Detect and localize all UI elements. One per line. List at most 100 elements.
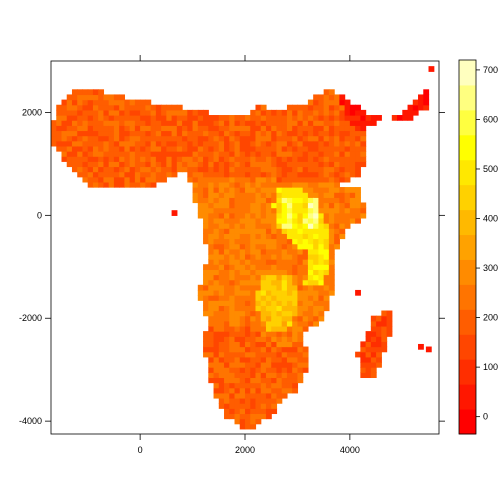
heatmap-cell: [323, 233, 330, 240]
heatmap-cell: [203, 192, 209, 198]
heatmap-cell: [150, 125, 157, 132]
heatmap-cell: [265, 367, 272, 373]
heatmap-cell: [56, 104, 63, 111]
heatmap-cell: [66, 125, 73, 132]
heatmap-cell: [297, 223, 304, 229]
heatmap-cell: [245, 145, 251, 152]
heatmap-cell: [150, 120, 157, 126]
heatmap-cell: [423, 89, 430, 96]
heatmap-cell: [218, 336, 225, 342]
heatmap-cell: [239, 223, 246, 229]
heatmap-cell: [281, 176, 288, 183]
heatmap-cell: [334, 135, 340, 142]
heatmap-cell: [271, 372, 278, 379]
heatmap-cell: [286, 289, 293, 296]
heatmap-cell: [318, 171, 325, 178]
heatmap-cell: [150, 145, 157, 152]
heatmap-cell: [124, 104, 131, 111]
heatmap-cell: [234, 171, 241, 178]
heatmap-cell: [318, 120, 325, 126]
heatmap-cell: [208, 233, 215, 240]
heatmap-cell: [250, 217, 257, 224]
heatmap-cell: [224, 315, 230, 322]
heatmap-cell: [313, 264, 320, 270]
heatmap-cell: [213, 320, 220, 327]
heatmap-cell: [250, 305, 257, 312]
heatmap-cell: [203, 187, 209, 193]
heatmap-cell: [224, 228, 230, 234]
heatmap-cell: [103, 171, 110, 178]
heatmap-cell: [376, 351, 382, 358]
heatmap-cell: [197, 197, 204, 204]
heatmap-cell: [276, 217, 283, 224]
heatmap-cell: [66, 130, 73, 137]
heatmap-cell: [229, 202, 236, 209]
heatmap-cell: [334, 166, 340, 173]
heatmap-cell: [192, 109, 199, 116]
heatmap-cell: [313, 300, 320, 306]
heatmap-cell: [234, 408, 241, 415]
heatmap-cell: [286, 341, 293, 348]
heatmap-cell: [145, 151, 152, 157]
heatmap-cell: [213, 223, 220, 229]
heatmap-cell: [271, 130, 278, 137]
heatmap-cell: [224, 187, 230, 193]
heatmap-cell: [203, 166, 209, 173]
heatmap-cell: [323, 140, 330, 147]
heatmap-cell: [203, 289, 209, 296]
heatmap-cell: [302, 233, 309, 240]
heatmap-cell: [271, 145, 278, 152]
heatmap-cell: [245, 181, 251, 188]
heatmap-cell: [98, 125, 105, 132]
heatmap-cell: [182, 130, 188, 137]
heatmap-cell: [276, 171, 283, 178]
heatmap-cell: [334, 104, 340, 111]
heatmap-cell: [292, 125, 299, 132]
heatmap-cell: [92, 181, 99, 188]
heatmap-cell: [339, 140, 346, 147]
heatmap-cell: [339, 171, 346, 178]
heatmap-cell: [265, 217, 272, 224]
heatmap-cell: [98, 130, 105, 137]
heatmap-cell: [192, 135, 199, 142]
heatmap-cell: [224, 212, 230, 219]
heatmap-cell: [292, 289, 299, 296]
heatmap-cell: [192, 145, 199, 152]
heatmap-cell: [328, 135, 335, 142]
heatmap-cell: [234, 176, 241, 183]
heatmap-cell: [234, 274, 241, 281]
heatmap-cell: [161, 104, 167, 111]
heatmap-cell: [187, 120, 194, 126]
heatmap-cell: [281, 228, 288, 234]
heatmap-cell: [250, 264, 257, 270]
heatmap-cell: [92, 145, 99, 152]
heatmap-cell: [92, 161, 99, 168]
heatmap-cell: [297, 125, 304, 132]
heatmap-cell: [229, 238, 236, 245]
heatmap-cell: [276, 382, 283, 389]
heatmap-cell: [224, 331, 230, 337]
heatmap-cell: [297, 356, 304, 363]
heatmap-cell: [339, 202, 346, 209]
heatmap-cell: [323, 135, 330, 142]
heatmap-cell: [260, 228, 267, 234]
heatmap-cell: [92, 130, 99, 137]
heatmap-cell: [318, 207, 325, 214]
heatmap-cell: [150, 140, 157, 147]
heatmap-cell: [271, 377, 278, 384]
heatmap-cell: [103, 120, 110, 126]
heatmap-cell: [134, 176, 141, 183]
heatmap-cell: [271, 305, 278, 312]
heatmap-cell: [56, 135, 63, 142]
heatmap-cell: [103, 145, 110, 152]
heatmap-cell: [313, 217, 320, 224]
heatmap-cell: [323, 289, 330, 296]
heatmap-cell: [276, 228, 283, 234]
colorbar-swatch: [459, 384, 476, 410]
heatmap-cell: [192, 161, 199, 168]
heatmap-cell: [328, 176, 335, 183]
heatmap-cell: [286, 315, 293, 322]
heatmap-cell: [323, 166, 330, 173]
heatmap-cell: [265, 248, 272, 255]
heatmap-cell: [213, 120, 220, 126]
